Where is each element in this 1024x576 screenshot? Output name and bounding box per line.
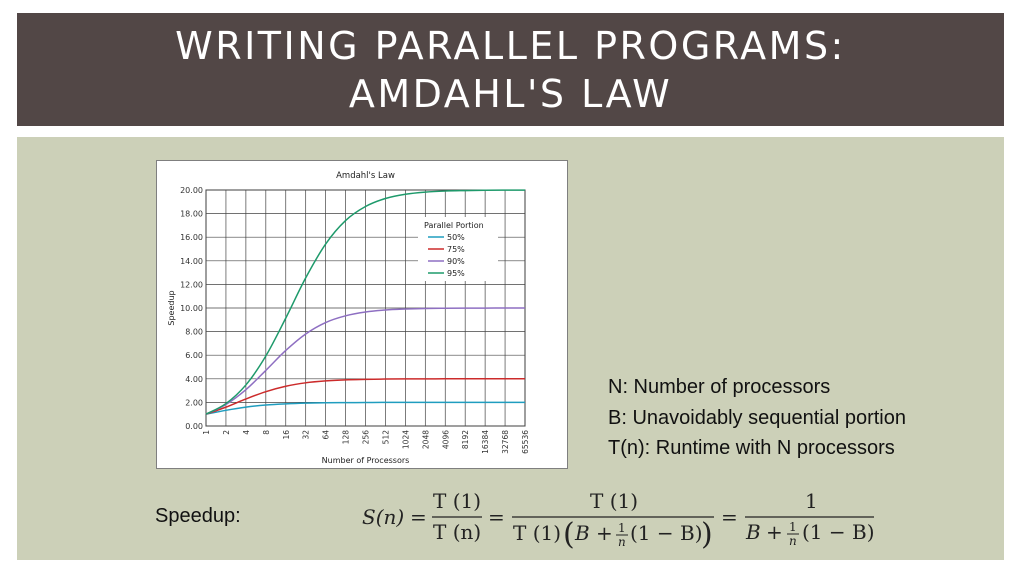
y-tick-label: 14.00 xyxy=(180,257,203,266)
slide-title-line-1: WRITING PARALLEL PROGRAMS: xyxy=(175,23,846,68)
x-tick-label: 8 xyxy=(262,430,271,435)
series-line-75pct xyxy=(205,378,525,415)
y-tick-label: 18.00 xyxy=(180,210,203,219)
formula-frac3-b: B xyxy=(745,520,761,544)
amdahl-chart: 0.00 2.00 4.00 6.00 8.00 10.00 12.00 14.00 16.00… xyxy=(156,160,568,469)
formula-frac3-one-minus-b: (1 − B) xyxy=(802,520,875,544)
y-tick-label: 20.00 xyxy=(180,186,203,195)
series-line-95pct xyxy=(205,189,526,415)
x-tick-label: 64 xyxy=(322,430,331,440)
x-tick-label: 128 xyxy=(342,430,351,445)
y-tick-label: 16.00 xyxy=(180,233,203,242)
x-tick-label: 8192 xyxy=(461,430,470,449)
formula-eq-1: = xyxy=(410,505,427,529)
formula-frac2-num: T (1) xyxy=(590,489,638,513)
legend-entry: 95% xyxy=(447,269,465,278)
formula-frac2-b: B xyxy=(574,521,590,545)
formula-frac2-small-one: 1 xyxy=(618,521,626,535)
formula-frac2-one-minus-b: (1 − B) xyxy=(630,521,703,545)
formula-frac1-den: T (n) xyxy=(433,520,481,544)
formula-frac3-small-n: n xyxy=(789,534,797,548)
x-tick-label: 32768 xyxy=(501,430,510,454)
x-tick-label: 1024 xyxy=(401,430,410,449)
y-tick-label: 2.00 xyxy=(185,398,203,407)
y-tick-label: 6.00 xyxy=(185,351,203,360)
slide-title-line-2: AMDAHL'S LAW xyxy=(348,71,673,116)
x-tick-label: 2 xyxy=(222,430,231,435)
y-tick-label: 8.00 xyxy=(185,328,203,337)
formula-frac2-t1: T (1) xyxy=(513,521,561,545)
legend-entry: 90% xyxy=(447,257,465,266)
formula-eq-2: = xyxy=(488,505,505,529)
x-axis-label: Number of Processors xyxy=(322,456,410,465)
x-tick-label: 256 xyxy=(362,430,371,445)
speedup-label: Speedup: xyxy=(155,505,241,527)
formula-big-open: ( xyxy=(563,517,575,552)
definitions-list: N: Number of processors B: Unavoidably s… xyxy=(608,372,906,464)
x-tick-label: 32 xyxy=(302,430,311,440)
y-tick-label: 0.00 xyxy=(185,422,203,431)
y-tick-label: 10.00 xyxy=(180,304,203,313)
x-tick-label: 65536 xyxy=(521,430,530,454)
formula-big-close: ) xyxy=(701,517,713,552)
formula-svg: S(n) = T (1) T (n) = T (1) T (1) ( B + 1… xyxy=(362,489,875,552)
x-tick-label: 4096 xyxy=(441,430,450,449)
definition-tn: T(n): Runtime with N processors xyxy=(608,437,895,459)
title-bar: WRITING PARALLEL PROGRAMS: AMDAHL'S LAW xyxy=(17,13,1004,126)
formula-frac3-plus: + xyxy=(766,520,783,544)
formula-frac3-num: 1 xyxy=(805,489,818,513)
legend-entry: 50% xyxy=(447,233,465,242)
formula-lhs: S(n) xyxy=(362,505,404,529)
speedup-formula: S(n) = T (1) T (n) = T (1) T (1) ( B + 1… xyxy=(362,488,882,563)
x-tick-label: 2048 xyxy=(421,430,430,449)
x-tick-label: 16 xyxy=(282,430,291,440)
formula-eq-3: = xyxy=(721,505,738,529)
definition-n: N: Number of processors xyxy=(608,376,831,398)
formula-frac1-num: T (1) xyxy=(433,489,481,513)
y-axis-label: Speedup xyxy=(167,290,176,325)
legend-entry: 75% xyxy=(447,245,465,254)
formula-frac2-plus: + xyxy=(596,521,613,545)
series-line-50pct xyxy=(205,401,525,415)
chart-title: Amdahl's Law xyxy=(336,171,395,181)
x-tick-label: 512 xyxy=(381,430,390,445)
formula-frac2-small-n: n xyxy=(618,535,626,549)
x-tick-label: 4 xyxy=(242,430,251,435)
chart-svg: 0.00 2.00 4.00 6.00 8.00 10.00 12.00 14.00 16.00… xyxy=(167,171,530,465)
y-tick-label: 4.00 xyxy=(185,375,203,384)
series-line-90pct xyxy=(205,307,526,415)
y-tick-label: 12.00 xyxy=(180,280,203,289)
definition-b: B: Unavoidably sequential portion xyxy=(608,406,906,429)
x-tick-label: 1 xyxy=(202,430,211,435)
legend-title: Parallel Portion xyxy=(424,221,484,230)
x-tick-label: 16384 xyxy=(481,430,490,454)
formula-frac3-small-one: 1 xyxy=(789,520,797,534)
